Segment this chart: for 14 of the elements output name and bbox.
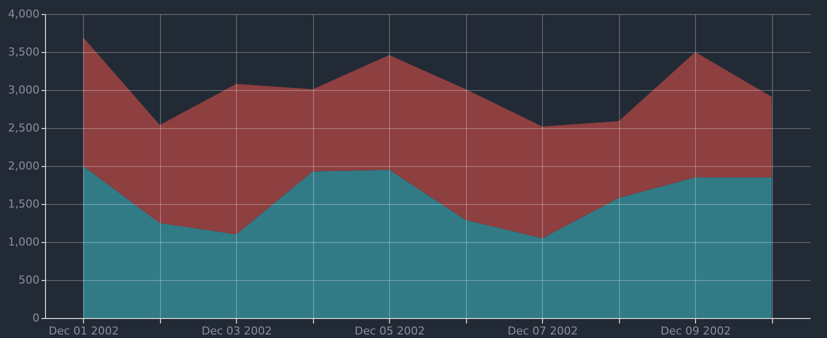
- x-tick-label: Dec 01 2002: [48, 324, 119, 338]
- x-tick-label: Dec 05 2002: [354, 324, 425, 338]
- x-tick-label: Dec 09 2002: [660, 324, 731, 338]
- y-tick-label: 3,000: [8, 84, 40, 96]
- y-tick-label: 0: [32, 312, 40, 324]
- y-tick-label: 1,000: [8, 236, 40, 248]
- y-tick-label: 3,500: [8, 46, 40, 58]
- y-tick-label: 500: [18, 274, 40, 286]
- x-tick-label: Dec 07 2002: [508, 324, 578, 338]
- y-tick-label: 2,000: [8, 160, 40, 172]
- y-tick-label: 2,500: [8, 122, 40, 134]
- x-tick-label: Dec 03 2002: [202, 324, 272, 338]
- y-tick-label: 1,500: [8, 198, 40, 210]
- y-tick-label: 4,000: [8, 8, 40, 20]
